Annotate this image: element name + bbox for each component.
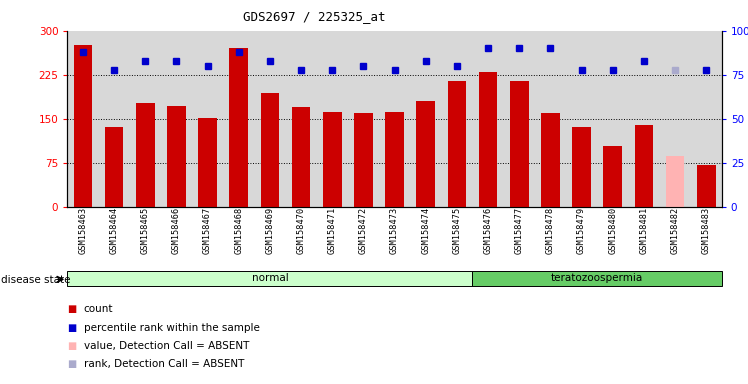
Text: GSM158466: GSM158466 [172,207,181,254]
Text: GSM158480: GSM158480 [608,207,617,254]
Text: GSM158482: GSM158482 [670,207,680,254]
Text: value, Detection Call = ABSENT: value, Detection Call = ABSENT [84,341,249,351]
Bar [634,125,653,207]
Text: GSM158469: GSM158469 [266,207,275,254]
Text: normal: normal [251,273,288,283]
Text: GSM158474: GSM158474 [421,207,430,254]
Text: GSM158467: GSM158467 [203,207,212,254]
Text: GDS2697 / 225325_at: GDS2697 / 225325_at [243,10,385,23]
Text: GSM158463: GSM158463 [79,207,88,254]
Bar [473,271,722,286]
Text: GSM158481: GSM158481 [640,207,649,254]
Bar [447,81,466,207]
Bar [73,45,92,207]
Bar [354,113,373,207]
Bar [604,146,622,207]
Bar [323,112,342,207]
Bar [292,107,310,207]
Text: GSM158470: GSM158470 [296,207,306,254]
Text: GSM158473: GSM158473 [390,207,399,254]
Text: count: count [84,304,113,314]
Text: GSM158465: GSM158465 [141,207,150,254]
Text: GSM158479: GSM158479 [577,207,586,254]
Text: rank, Detection Call = ABSENT: rank, Detection Call = ABSENT [84,359,244,369]
Bar [510,81,529,207]
Text: GSM158483: GSM158483 [702,207,711,254]
Bar [666,156,684,207]
Bar [385,112,404,207]
Bar [67,271,473,286]
Text: GSM158472: GSM158472 [359,207,368,254]
Bar [417,101,435,207]
Text: percentile rank within the sample: percentile rank within the sample [84,323,260,333]
Text: GSM158475: GSM158475 [453,207,462,254]
Text: ■: ■ [67,341,76,351]
Text: GSM158478: GSM158478 [546,207,555,254]
Bar [479,72,497,207]
Bar [198,118,217,207]
Bar [167,106,186,207]
Bar [572,127,591,207]
Bar [136,103,155,207]
Text: GSM158476: GSM158476 [483,207,493,254]
Text: teratozoospermia: teratozoospermia [551,273,643,283]
Bar [697,165,716,207]
Text: GSM158464: GSM158464 [109,207,119,254]
Text: ■: ■ [67,323,76,333]
Bar [230,48,248,207]
Text: ■: ■ [67,359,76,369]
Text: GSM158468: GSM158468 [234,207,243,254]
Bar [541,113,560,207]
Bar [260,93,279,207]
Text: GSM158477: GSM158477 [515,207,524,254]
Text: disease state: disease state [1,275,71,285]
Text: ■: ■ [67,304,76,314]
Text: GSM158471: GSM158471 [328,207,337,254]
Bar [105,127,123,207]
